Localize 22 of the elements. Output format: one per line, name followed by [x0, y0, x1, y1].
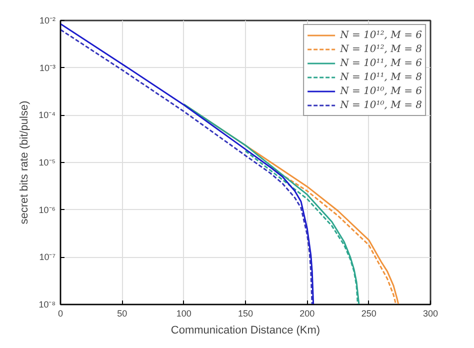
legend-label: N = 10¹¹, M = 8 [340, 70, 422, 84]
x-tick-label: 0 [58, 308, 64, 318]
y-tick-label: 10⁻⁶ [38, 204, 56, 215]
y-tick-label: 10⁻⁸ [38, 300, 56, 310]
legend-label: N = 10¹², M = 6 [340, 28, 422, 42]
legend-label: N = 10¹⁰, M = 6 [340, 84, 422, 98]
x-tick-label: 50 [117, 308, 128, 318]
y-tick-label: 10⁻⁷ [39, 252, 56, 262]
y-tick-label: 10⁻² [39, 16, 56, 26]
legend-label: N = 10¹⁰, M = 8 [340, 98, 422, 112]
legend-label: N = 10¹², M = 8 [340, 42, 422, 56]
x-tick-label: 200 [300, 308, 315, 318]
y-tick-label: 10⁻⁴ [38, 110, 56, 120]
x-tick-label: 150 [238, 308, 254, 318]
x-tick-label: 300 [422, 308, 438, 318]
x-tick-label: 250 [361, 308, 376, 318]
y-tick-label: 10⁻³ [39, 62, 56, 73]
y-axis-title: secret bits rate (bit/pulse) [18, 100, 31, 224]
y-tick-label: 10⁻⁵ [38, 158, 56, 168]
x-tick-label: 100 [176, 308, 192, 318]
x-axis-title: Communication Distance (Km) [170, 324, 320, 336]
legend-label: N = 10¹¹, M = 6 [340, 56, 422, 70]
